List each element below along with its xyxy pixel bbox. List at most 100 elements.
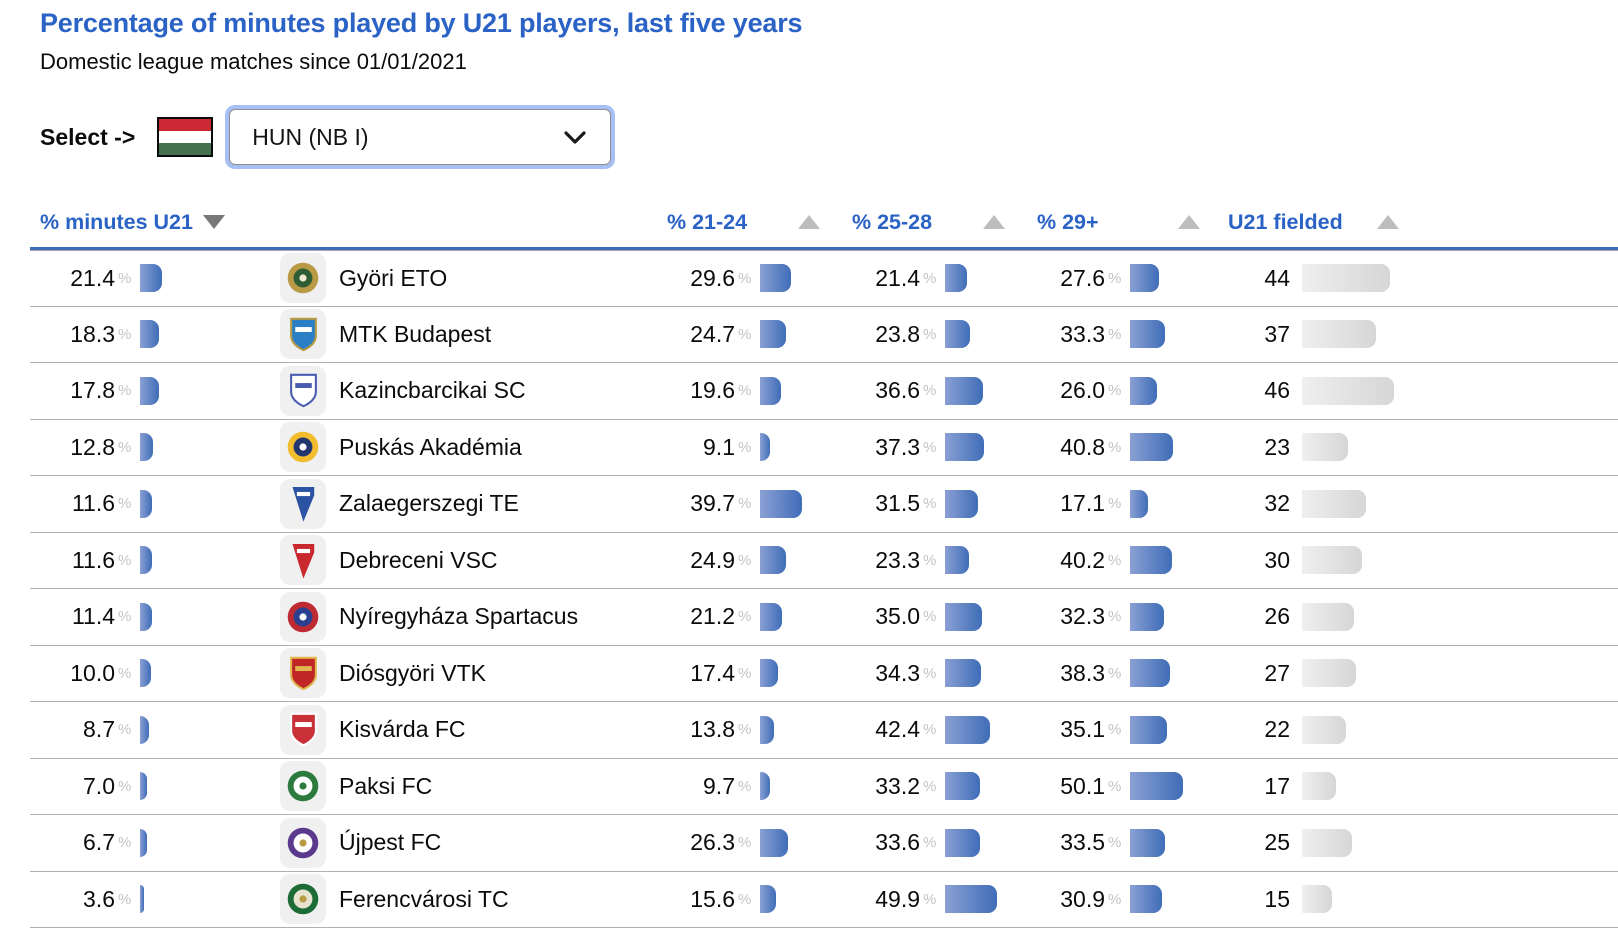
pct-25-28-bar [945,320,970,349]
table-row: 6.7 % Újpest FC 26.3 % 33.6 % 33.5 % 25 [30,815,1618,872]
pct-25-28-bar [945,546,970,575]
cell-u21-fielded: 32 [1220,476,1618,532]
cell-team: Diósgyöri VTK [270,646,655,702]
cell-team: Zalaegerszegi TE [270,476,655,532]
table-row: 11.4 % Nyíregyháza Spartacus 21.2 % 35.0… [30,589,1618,646]
cell-pct-29-plus: 35.1 % [1025,702,1220,758]
table-row: 17.8 % Kazincbarcikai SC 19.6 % 36.6 % 2… [30,363,1618,420]
column-header-pct-21-24[interactable]: % 21-24 [655,197,840,247]
u21-fielded-bar [1302,885,1332,914]
percent-sign: % [118,325,132,343]
team-name: Diósgyöri VTK [339,659,486,686]
table-row: 12.8 % Puskás Akadémia 9.1 % 37.3 % 40.8… [30,420,1618,476]
pct-29-plus-value: 32.3 [1060,603,1105,630]
u21-fielded-bar [1302,320,1376,349]
pct-21-24-value: 9.1 [703,433,735,460]
percent-sign: % [1108,382,1122,400]
cell-pct-21-24: 19.6 % [655,363,840,419]
minutes-u21-bar [140,885,144,914]
percent-sign: % [738,325,752,343]
percent-sign: % [1108,495,1122,513]
league-select[interactable]: HUN (NB I) [229,109,612,165]
cell-pct-21-24: 26.3 % [655,815,840,871]
pct-29-plus-bar [1130,489,1148,518]
pct-21-24-value: 39.7 [690,490,735,517]
sort-ascending-icon [1178,215,1200,229]
cell-minutes-u21: 11.6 % [30,533,270,589]
pct-25-28-value: 34.3 [875,659,920,686]
pct-29-plus-value: 30.9 [1060,885,1105,912]
sort-ascending-icon [1376,215,1399,229]
percent-sign: % [738,608,752,626]
team-logo [280,535,326,586]
percent-sign: % [923,269,937,287]
minutes-u21-value: 7.0 [83,772,115,799]
cell-pct-21-24: 24.9 % [655,533,840,589]
minutes-u21-value: 17.8 [70,377,115,404]
cell-pct-21-24: 9.7 % [655,759,840,815]
pct-21-24-value: 19.6 [690,377,735,404]
pct-21-24-bar [760,715,775,744]
percent-sign: % [923,382,937,400]
cell-pct-25-28: 36.6 % [840,363,1025,419]
minutes-u21-bar [140,546,153,575]
cell-minutes-u21: 17.8 % [30,363,270,419]
cell-pct-29-plus: 33.5 % [1025,815,1220,871]
minutes-u21-bar [140,715,150,744]
cell-pct-25-28: 33.6 % [840,815,1025,871]
pct-21-24-bar [760,433,770,462]
flag-stripe-green [159,143,212,155]
column-header-minutes-u21[interactable]: % minutes U21 [30,197,270,247]
team-name: Zalaegerszegi TE [339,490,519,517]
team-logo [280,761,326,812]
cell-pct-25-28: 31.5 % [840,476,1025,532]
cell-pct-25-28: 35.0 % [840,589,1025,645]
cell-pct-21-24: 24.7 % [655,307,840,363]
u21-fielded-value: 17 [1264,772,1290,799]
percent-sign: % [118,608,132,626]
cell-pct-29-plus: 32.3 % [1025,589,1220,645]
team-name: Ferencvárosi TC [339,885,509,912]
pct-25-28-value: 49.9 [875,885,920,912]
pct-29-plus-value: 38.3 [1060,659,1105,686]
pct-29-plus-value: 40.2 [1060,546,1105,573]
pct-25-28-value: 31.5 [875,490,920,517]
page-subtitle: Domestic league matches since 01/01/2021 [40,49,467,74]
pct-21-24-value: 24.9 [690,546,735,573]
team-logo [280,704,326,755]
table-row: 11.6 % Zalaegerszegi TE 39.7 % 31.5 % 17… [30,476,1618,533]
percent-sign: % [1108,608,1122,626]
pct-29-plus-bar [1130,546,1173,575]
column-header-u21-fielded[interactable]: U21 fielded [1220,197,1618,247]
flag-stripe-red [159,119,212,131]
percent-sign: % [738,721,752,739]
select-label: Select -> [40,123,136,150]
pct-21-24-value: 15.6 [690,885,735,912]
cell-pct-29-plus: 40.8 % [1025,420,1220,476]
cell-team: Kisvárda FC [270,702,655,758]
pct-25-28-bar [945,376,984,405]
minutes-u21-value: 21.4 [70,264,115,291]
pct-25-28-value: 37.3 [875,433,920,460]
cell-pct-29-plus: 30.9 % [1025,872,1220,928]
percent-sign: % [738,890,752,908]
percent-sign: % [738,382,752,400]
team-name: Újpest FC [339,829,442,856]
pct-25-28-value: 23.3 [875,546,920,573]
percent-sign: % [118,777,132,795]
cell-team: Debreceni VSC [270,533,655,589]
cell-u21-fielded: 37 [1220,307,1618,363]
minutes-u21-value: 11.6 [71,490,115,517]
team-name: Kazincbarcikai SC [339,377,526,404]
cell-minutes-u21: 11.6 % [30,476,270,532]
cell-pct-25-28: 21.4 % [840,251,1025,306]
column-label: % 25-28 [852,209,933,234]
u21-fielded-value: 23 [1264,433,1290,460]
column-header-pct-25-28[interactable]: % 25-28 [840,197,1025,247]
minutes-u21-value: 18.3 [70,320,115,347]
column-header-pct-29-plus[interactable]: % 29+ [1025,197,1220,247]
pct-29-plus-value: 50.1 [1060,772,1105,799]
column-label: % 29+ [1037,209,1099,234]
pct-25-28-bar [945,659,981,688]
flag-stripe-white [159,131,212,143]
